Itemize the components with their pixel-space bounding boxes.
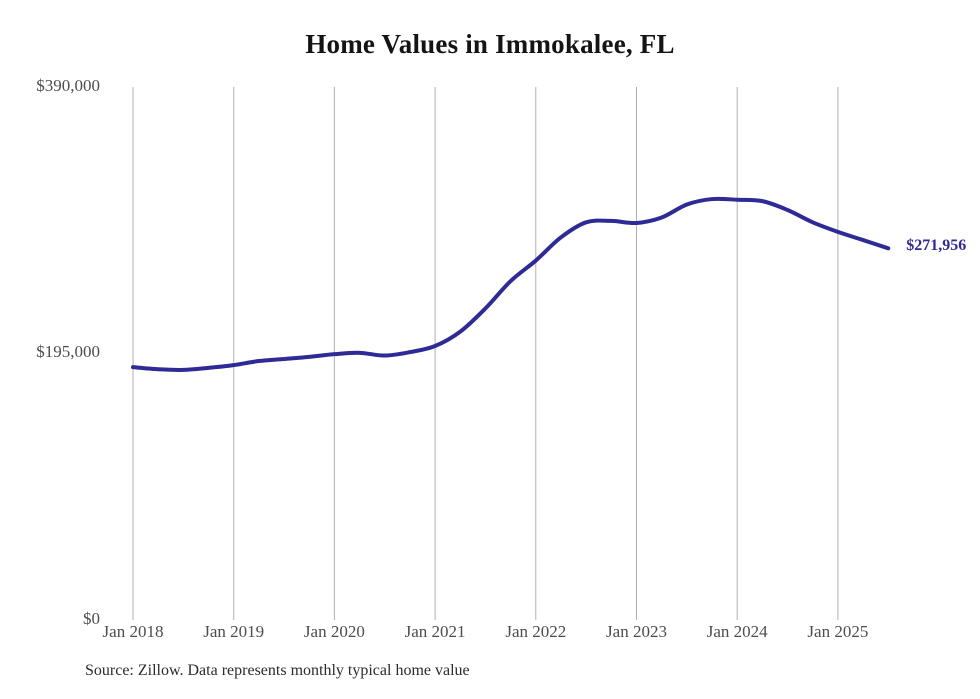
x-axis-tick-jan-2024: Jan 2024 <box>706 622 768 641</box>
x-axis-tick-jan-2019: Jan 2019 <box>203 622 265 641</box>
gridlines <box>132 87 839 620</box>
y-axis-tick-390000: $390,000 <box>36 76 100 95</box>
x-axis-tick-jan-2018: Jan 2018 <box>102 622 164 641</box>
end-value-label: $271,956 <box>906 237 967 255</box>
home-value-line <box>131 196 891 372</box>
chart-title: Home Values in Immokalee, FL <box>305 29 675 59</box>
source-note: Source: Zillow. Data represents monthly … <box>85 662 470 679</box>
x-axis-tick-jan-2020: Jan 2020 <box>303 622 365 641</box>
x-axis-tick-jan-2023: Jan 2023 <box>606 622 667 641</box>
y-axis-tick-195000: $195,000 <box>36 342 100 361</box>
x-axis-tick-jan-2022: Jan 2022 <box>505 622 567 641</box>
x-axis-tick-jan-2025: Jan 2025 <box>807 622 869 641</box>
x-axis-tick-jan-2021: Jan 2021 <box>404 622 466 641</box>
y-axis-tick-0: $0 <box>83 609 100 628</box>
